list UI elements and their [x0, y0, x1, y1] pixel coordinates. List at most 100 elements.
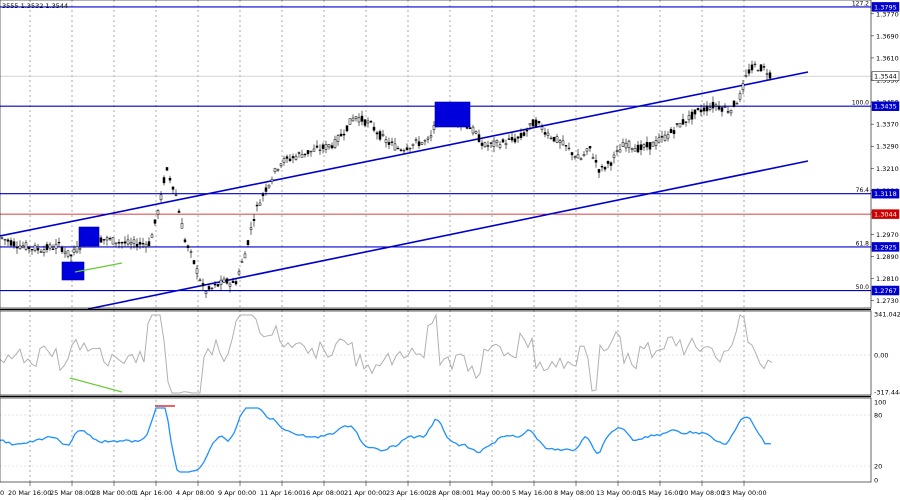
price-tick-label: 1.3690: [876, 32, 899, 40]
candle-body: [69, 254, 73, 257]
price-tick-label: 1.2730: [876, 297, 899, 305]
time-axis-label: 1 May 00:00: [470, 489, 510, 497]
candle-body: [489, 142, 493, 144]
candle-body: [165, 167, 169, 171]
cci-indicator-panel[interactable]: [0, 313, 871, 394]
channel-lower-line: [87, 160, 809, 310]
candle-body: [630, 148, 634, 150]
candle-body: [420, 142, 424, 145]
rsi-tick-label: 100: [874, 399, 886, 407]
candle-body: [570, 152, 574, 156]
candle-body: [588, 145, 592, 149]
candle-body: [300, 154, 304, 158]
candle-body: [606, 161, 610, 164]
price-tick-label: 1.3770: [876, 10, 899, 18]
cci-panel-frame: [0, 310, 872, 396]
ohlc-header-text: 3555 1.3532 1.3544: [2, 2, 68, 10]
price-badge-label: 1.3044: [874, 211, 897, 219]
candle-body: [282, 158, 286, 163]
rsi-line: [0, 407, 772, 473]
candle-body: [636, 144, 640, 153]
candle-body: [177, 210, 181, 213]
candle-body: [642, 144, 646, 148]
candle-body: [183, 239, 187, 243]
candle-body: [105, 237, 109, 241]
time-axis-label: 23 May 00:00: [722, 489, 767, 497]
candle-body: [687, 115, 691, 121]
candle-body: [390, 141, 394, 143]
candle-body: [351, 117, 355, 122]
candle-body: [48, 244, 52, 249]
candle-body: [261, 193, 265, 197]
candle-body: [510, 136, 514, 141]
time-axis-label: 28 Apr 08:00: [428, 489, 470, 497]
candle-body: [699, 109, 703, 113]
candle-body: [660, 136, 664, 138]
candle-body: [543, 132, 547, 135]
candle-body: [279, 163, 283, 166]
candle-body: [558, 140, 562, 143]
price-tick-label: 1.3290: [876, 143, 899, 151]
candle-body: [369, 121, 373, 123]
candle-body: [126, 239, 130, 245]
candle-body: [12, 241, 16, 247]
candle-body: [552, 136, 556, 142]
candle-body: [63, 251, 67, 254]
candle-body: [759, 64, 763, 72]
price-badge-label: 1.3118: [874, 190, 897, 198]
candle-body: [99, 237, 103, 243]
candle-body: [555, 136, 559, 143]
rsi-indicator-panel[interactable]: [0, 405, 871, 473]
main-price-panel[interactable]: 127.2 100.0 76.4 61.8 50.0: [0, 0, 871, 310]
candle-body: [141, 243, 145, 245]
candle-body: [291, 156, 295, 159]
cci-tick-label: 341.0423: [874, 311, 900, 319]
price-badge: [871, 209, 900, 219]
candle-body: [546, 132, 550, 136]
candle-body: [39, 251, 43, 253]
candle-body: [663, 134, 667, 141]
candle-body: [174, 194, 178, 196]
candle-body: [363, 119, 367, 126]
candle-body: [474, 131, 478, 134]
candle-body: [669, 128, 673, 133]
candle-body: [306, 150, 310, 155]
candle-body: [717, 106, 721, 110]
candle-body: [267, 184, 271, 188]
time-axis-label: 28 Mar 00:00: [92, 489, 135, 497]
fib-level-label: 127.2: [852, 0, 869, 7]
candle-body: [336, 135, 340, 142]
candle-body: [30, 249, 34, 251]
candle-body: [342, 133, 346, 136]
candle-body: [768, 72, 772, 79]
candle-body: [210, 287, 214, 290]
candle-body: [21, 245, 25, 248]
candle-body: [276, 169, 280, 171]
candle-body: [318, 149, 322, 151]
candle-body: [333, 139, 337, 148]
fib-level-label: 76.4: [856, 187, 870, 194]
candle-body: [255, 204, 259, 207]
time-axis-label: 25 Mar 08:00: [50, 489, 93, 497]
candlesticks: [0, 60, 772, 299]
candle-body: [66, 250, 70, 257]
candle-body: [525, 130, 529, 132]
candle-body: [417, 141, 421, 146]
candle-body: [192, 260, 196, 264]
candle-body: [483, 142, 487, 148]
candle-body: [732, 100, 736, 107]
candle-body: [378, 131, 382, 140]
price-badge: [871, 188, 900, 199]
price-badge: [871, 285, 900, 296]
candle-body: [294, 155, 298, 160]
candle-body: [189, 251, 193, 253]
candle-body: [147, 241, 151, 246]
candle-body: [498, 144, 502, 148]
candle-body: [249, 227, 253, 230]
candle-body: [258, 202, 262, 206]
candle-body: [150, 234, 154, 238]
candle-body: [264, 187, 268, 192]
candle-body: [42, 249, 46, 253]
